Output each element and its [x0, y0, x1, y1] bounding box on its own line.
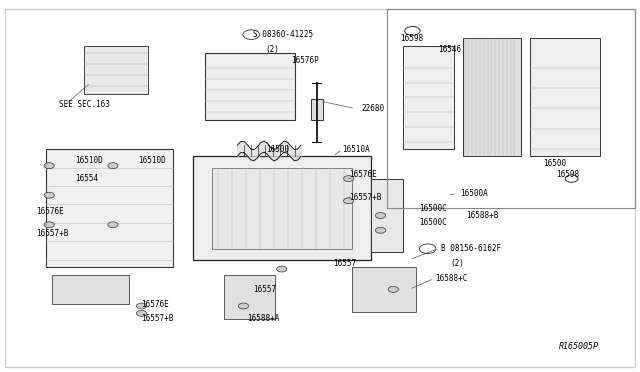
Text: 16546: 16546 [438, 45, 461, 54]
Text: 16500: 16500 [543, 159, 566, 169]
Circle shape [388, 286, 398, 292]
Text: 16576P: 16576P [291, 56, 319, 65]
Circle shape [376, 227, 386, 233]
Circle shape [376, 212, 386, 218]
Text: 16557+B: 16557+B [141, 314, 174, 323]
FancyBboxPatch shape [311, 99, 323, 120]
Text: 16557+B: 16557+B [349, 193, 381, 202]
Text: 16576E: 16576E [349, 170, 376, 179]
Circle shape [44, 192, 54, 198]
Text: 16598: 16598 [399, 34, 423, 43]
Text: 22680: 22680 [362, 104, 385, 113]
Circle shape [44, 222, 54, 228]
Text: 16588+B: 16588+B [467, 211, 499, 220]
Text: (2): (2) [266, 45, 280, 54]
Text: 16557+B: 16557+B [36, 230, 69, 238]
FancyBboxPatch shape [463, 38, 521, 157]
Text: 16500A: 16500A [460, 189, 488, 198]
Text: 16500C: 16500C [419, 218, 447, 227]
Text: 16576E: 16576E [141, 300, 170, 309]
FancyBboxPatch shape [403, 46, 454, 149]
Circle shape [108, 222, 118, 228]
Text: S 08360-41225: S 08360-41225 [253, 30, 313, 39]
Text: 16510D: 16510D [138, 155, 166, 165]
FancyBboxPatch shape [205, 53, 294, 119]
Text: 16576E: 16576E [36, 207, 64, 217]
Text: 16598: 16598 [556, 170, 579, 179]
Circle shape [344, 198, 354, 204]
Text: 16557: 16557 [333, 259, 356, 268]
Text: 16557: 16557 [253, 285, 276, 294]
Text: 16588+A: 16588+A [246, 314, 279, 323]
Circle shape [108, 163, 118, 169]
FancyBboxPatch shape [46, 149, 173, 267]
Circle shape [44, 163, 54, 169]
Text: 16510D: 16510D [75, 155, 102, 165]
Text: R165005P: R165005P [559, 342, 599, 351]
Text: 16554: 16554 [75, 174, 98, 183]
Text: 16510A: 16510A [342, 145, 370, 154]
Text: (2): (2) [451, 259, 465, 268]
FancyBboxPatch shape [531, 38, 600, 157]
Text: 16500C: 16500C [419, 203, 447, 213]
FancyBboxPatch shape [371, 179, 403, 253]
Text: SEE SEC.163: SEE SEC.163 [59, 100, 109, 109]
Circle shape [276, 266, 287, 272]
Circle shape [136, 303, 147, 309]
Circle shape [136, 310, 147, 316]
FancyBboxPatch shape [352, 267, 415, 311]
FancyBboxPatch shape [193, 157, 371, 260]
Text: B 08156-6162F: B 08156-6162F [441, 244, 501, 253]
FancyBboxPatch shape [52, 275, 129, 304]
Text: 16500: 16500 [266, 145, 289, 154]
Circle shape [344, 176, 354, 182]
FancyBboxPatch shape [212, 167, 352, 249]
FancyBboxPatch shape [84, 46, 148, 94]
FancyBboxPatch shape [225, 275, 275, 319]
Circle shape [239, 303, 248, 309]
Text: 16588+C: 16588+C [435, 274, 467, 283]
